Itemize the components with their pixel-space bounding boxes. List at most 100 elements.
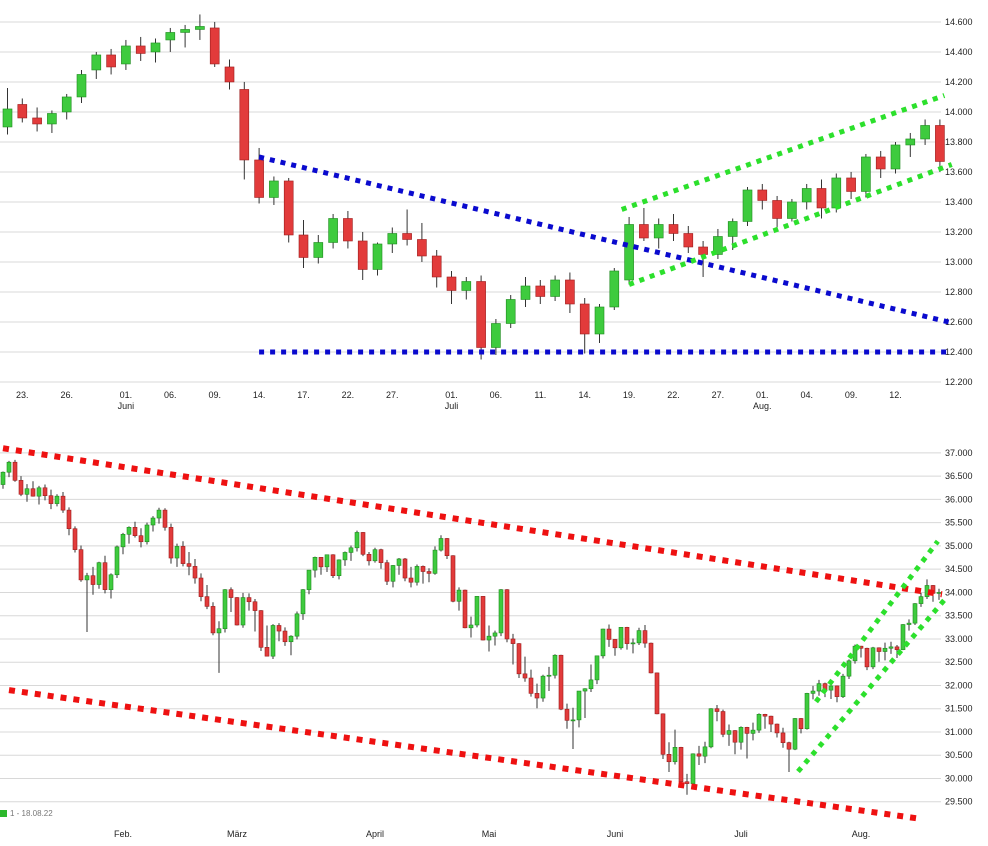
candle — [42, 484, 48, 501]
candle — [222, 589, 228, 633]
candle — [876, 647, 882, 662]
candle — [642, 625, 648, 648]
candle — [565, 272, 575, 313]
candle — [678, 746, 684, 784]
candle — [708, 708, 714, 749]
y-tick-label: 13.000 — [945, 257, 973, 267]
candle — [174, 543, 180, 567]
y-tick-label: 12.400 — [945, 347, 973, 357]
candle — [702, 741, 708, 764]
candle — [550, 275, 560, 301]
candle — [294, 611, 300, 640]
candle — [402, 558, 408, 582]
y-tick-label: 33.500 — [945, 611, 973, 621]
candle — [738, 726, 744, 750]
candle — [47, 110, 57, 133]
candle — [579, 297, 590, 354]
x-tick-label: 14. — [253, 390, 266, 400]
candle — [234, 597, 240, 626]
candle — [426, 568, 432, 583]
candle — [180, 541, 186, 567]
candle — [348, 545, 354, 561]
candle — [150, 516, 156, 532]
candle — [726, 724, 732, 746]
upper-chart-candles — [2, 14, 945, 360]
y-tick-label: 14.200 — [945, 77, 973, 87]
candle — [486, 625, 492, 652]
month-label: Juli — [445, 401, 459, 411]
candle — [204, 585, 210, 610]
candle — [609, 267, 620, 310]
candle — [774, 723, 780, 738]
candle — [600, 628, 606, 659]
candle — [594, 655, 600, 685]
candle — [870, 646, 876, 670]
candle — [288, 635, 294, 656]
candle — [72, 526, 78, 553]
candle — [757, 183, 768, 210]
y-tick-label: 13.200 — [945, 227, 973, 237]
upper-chart-x-axis: 23. 26. 01. 06. 09. 14. 17. 22. 27. 01. 06. 11. 14. 1… — [16, 390, 902, 411]
candle — [570, 707, 576, 749]
candle — [772, 195, 782, 228]
candle — [270, 624, 276, 659]
candle — [558, 654, 564, 711]
x-tick-label: 27. — [712, 390, 725, 400]
candle — [366, 551, 372, 566]
candle — [606, 624, 612, 647]
candle — [905, 132, 916, 157]
x-tick-label: 19. — [623, 390, 636, 400]
x-tick-label: 09. — [845, 390, 858, 400]
month-label: Juni — [118, 401, 135, 411]
candle — [762, 713, 768, 729]
candle — [328, 213, 338, 249]
candle — [96, 561, 102, 589]
candle — [900, 624, 906, 651]
x-tick-label: 12. — [889, 390, 902, 400]
candle — [582, 688, 588, 719]
candle — [132, 521, 138, 538]
candle — [713, 228, 723, 259]
candle — [936, 588, 942, 600]
candle — [504, 589, 510, 643]
candle — [360, 531, 366, 557]
candle — [18, 476, 24, 497]
y-tick-label: 32.000 — [945, 680, 973, 690]
candle — [258, 610, 264, 652]
candle — [462, 589, 468, 629]
candle — [935, 119, 945, 172]
candle — [653, 218, 664, 249]
candle — [282, 627, 288, 646]
lower-chart-trendlines — [2, 445, 949, 822]
candle — [216, 621, 222, 673]
x-tick-label: 01. — [445, 390, 458, 400]
y-tick-label: 12.800 — [945, 287, 973, 297]
y-tick-label: 36.000 — [945, 494, 973, 504]
candle — [209, 21, 220, 67]
candle — [30, 481, 36, 497]
y-tick-label: 33.000 — [945, 634, 973, 644]
candle — [180, 24, 190, 48]
candle — [2, 87, 13, 135]
candle — [84, 572, 90, 632]
candle — [456, 587, 462, 611]
candle — [390, 565, 396, 588]
candle — [742, 186, 753, 226]
candle — [498, 589, 504, 637]
green-trendline-rising-channel-upper — [620, 93, 946, 212]
candle — [846, 659, 852, 679]
candle — [888, 641, 894, 654]
candle — [378, 548, 384, 569]
candle — [505, 294, 516, 328]
candle — [510, 633, 516, 665]
candle — [750, 722, 756, 741]
green-trendline-rising-channel-upper — [814, 539, 940, 704]
candle — [660, 713, 666, 759]
candle — [330, 554, 336, 579]
candle — [894, 645, 900, 659]
y-tick-label: 14.000 — [945, 107, 973, 117]
candle — [66, 507, 72, 536]
candle — [801, 183, 812, 210]
candle — [48, 489, 54, 510]
